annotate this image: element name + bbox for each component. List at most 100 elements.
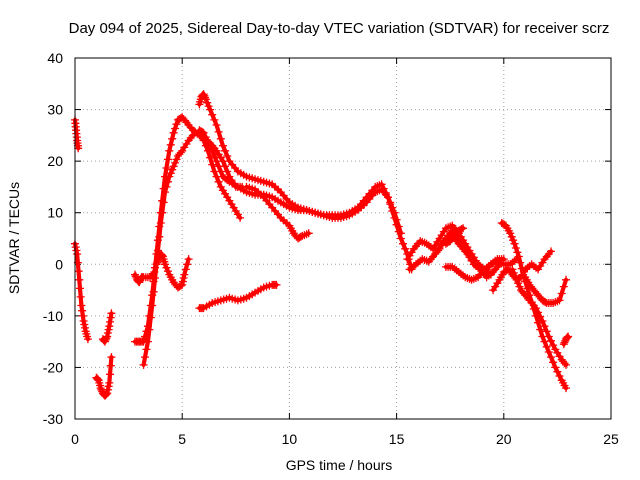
data-point xyxy=(151,274,159,282)
data-point xyxy=(176,281,185,290)
data-point xyxy=(506,229,515,238)
data-point xyxy=(510,239,519,248)
data-point xyxy=(183,260,192,269)
data-point xyxy=(390,208,399,217)
data-point xyxy=(517,264,526,273)
data-point xyxy=(434,246,443,255)
data-point xyxy=(179,274,188,282)
data-point xyxy=(547,247,555,256)
data-point xyxy=(562,384,570,393)
series-s19 xyxy=(497,219,570,393)
data-point xyxy=(103,332,112,341)
data-point xyxy=(73,250,82,258)
series-s11 xyxy=(242,182,313,243)
series-s16 xyxy=(441,224,468,248)
data-point xyxy=(507,232,516,241)
y-tick-label: 20 xyxy=(47,153,63,169)
data-point xyxy=(78,306,87,315)
data-point xyxy=(76,292,85,301)
data-point xyxy=(104,325,113,334)
data-point xyxy=(511,272,520,281)
data-point xyxy=(457,225,466,233)
data-point xyxy=(557,289,566,298)
data-point xyxy=(169,162,178,171)
data-point xyxy=(514,279,523,288)
data-point xyxy=(166,140,175,149)
data-point xyxy=(158,208,167,217)
data-point xyxy=(153,258,162,267)
data-point xyxy=(152,260,161,269)
data-point xyxy=(143,337,152,346)
data-point xyxy=(200,91,209,100)
data-point xyxy=(180,270,189,279)
series-s6 xyxy=(131,113,247,346)
y-tick-label: 10 xyxy=(47,205,63,221)
data-point xyxy=(210,115,219,124)
data-point xyxy=(181,116,190,125)
data-point xyxy=(146,313,155,322)
data-point xyxy=(159,198,168,207)
data-point xyxy=(105,378,114,387)
data-point xyxy=(74,144,83,153)
data-point xyxy=(162,182,171,191)
data-point xyxy=(216,167,225,176)
data-point xyxy=(139,360,148,369)
data-point xyxy=(208,146,217,155)
chart-title: Day 094 of 2025, Sidereal Day-to-day VTE… xyxy=(69,20,610,37)
data-point xyxy=(131,270,139,279)
data-point xyxy=(206,153,215,162)
data-point xyxy=(93,374,102,383)
data-point xyxy=(547,336,555,345)
data-point xyxy=(553,367,562,376)
data-point xyxy=(208,160,217,169)
data-point xyxy=(168,134,177,143)
data-point xyxy=(181,265,190,274)
data-point xyxy=(162,263,171,272)
data-point xyxy=(486,270,495,279)
data-point xyxy=(562,360,570,369)
data-point xyxy=(74,267,83,276)
data-point xyxy=(104,382,113,391)
data-point xyxy=(155,232,164,241)
data-point xyxy=(549,341,558,350)
data-point xyxy=(218,141,227,150)
data-point xyxy=(163,177,172,186)
data-series xyxy=(71,90,573,400)
data-point xyxy=(178,277,187,286)
data-point xyxy=(106,313,115,322)
axis-ticks: 0 5 10 15 20 25 -30 -20 -10 0 10 20 30 40 xyxy=(43,50,619,447)
data-point xyxy=(509,236,518,245)
data-point xyxy=(538,317,547,325)
grid xyxy=(75,58,611,419)
data-point xyxy=(142,345,151,354)
data-point xyxy=(384,193,392,202)
data-point xyxy=(563,333,572,342)
data-point xyxy=(272,280,281,289)
data-point xyxy=(141,353,149,362)
data-point xyxy=(168,165,177,174)
series-s20 xyxy=(508,265,570,369)
data-point xyxy=(388,203,397,212)
data-point xyxy=(221,146,230,155)
series-s17 xyxy=(441,255,521,284)
series-s12 xyxy=(195,280,281,313)
data-point xyxy=(103,389,112,398)
data-point xyxy=(81,323,89,332)
data-point xyxy=(559,282,568,291)
data-point xyxy=(201,133,210,142)
data-point xyxy=(165,146,174,155)
data-point xyxy=(178,280,187,289)
data-point xyxy=(559,340,568,349)
data-point xyxy=(203,137,212,146)
data-point xyxy=(184,255,193,264)
data-point xyxy=(399,239,407,248)
data-point xyxy=(78,311,87,320)
data-point xyxy=(214,127,223,136)
data-point xyxy=(102,390,111,399)
data-point xyxy=(509,268,518,277)
data-point xyxy=(106,317,114,326)
data-point xyxy=(549,358,558,367)
data-point xyxy=(516,258,525,267)
data-point xyxy=(201,95,210,104)
